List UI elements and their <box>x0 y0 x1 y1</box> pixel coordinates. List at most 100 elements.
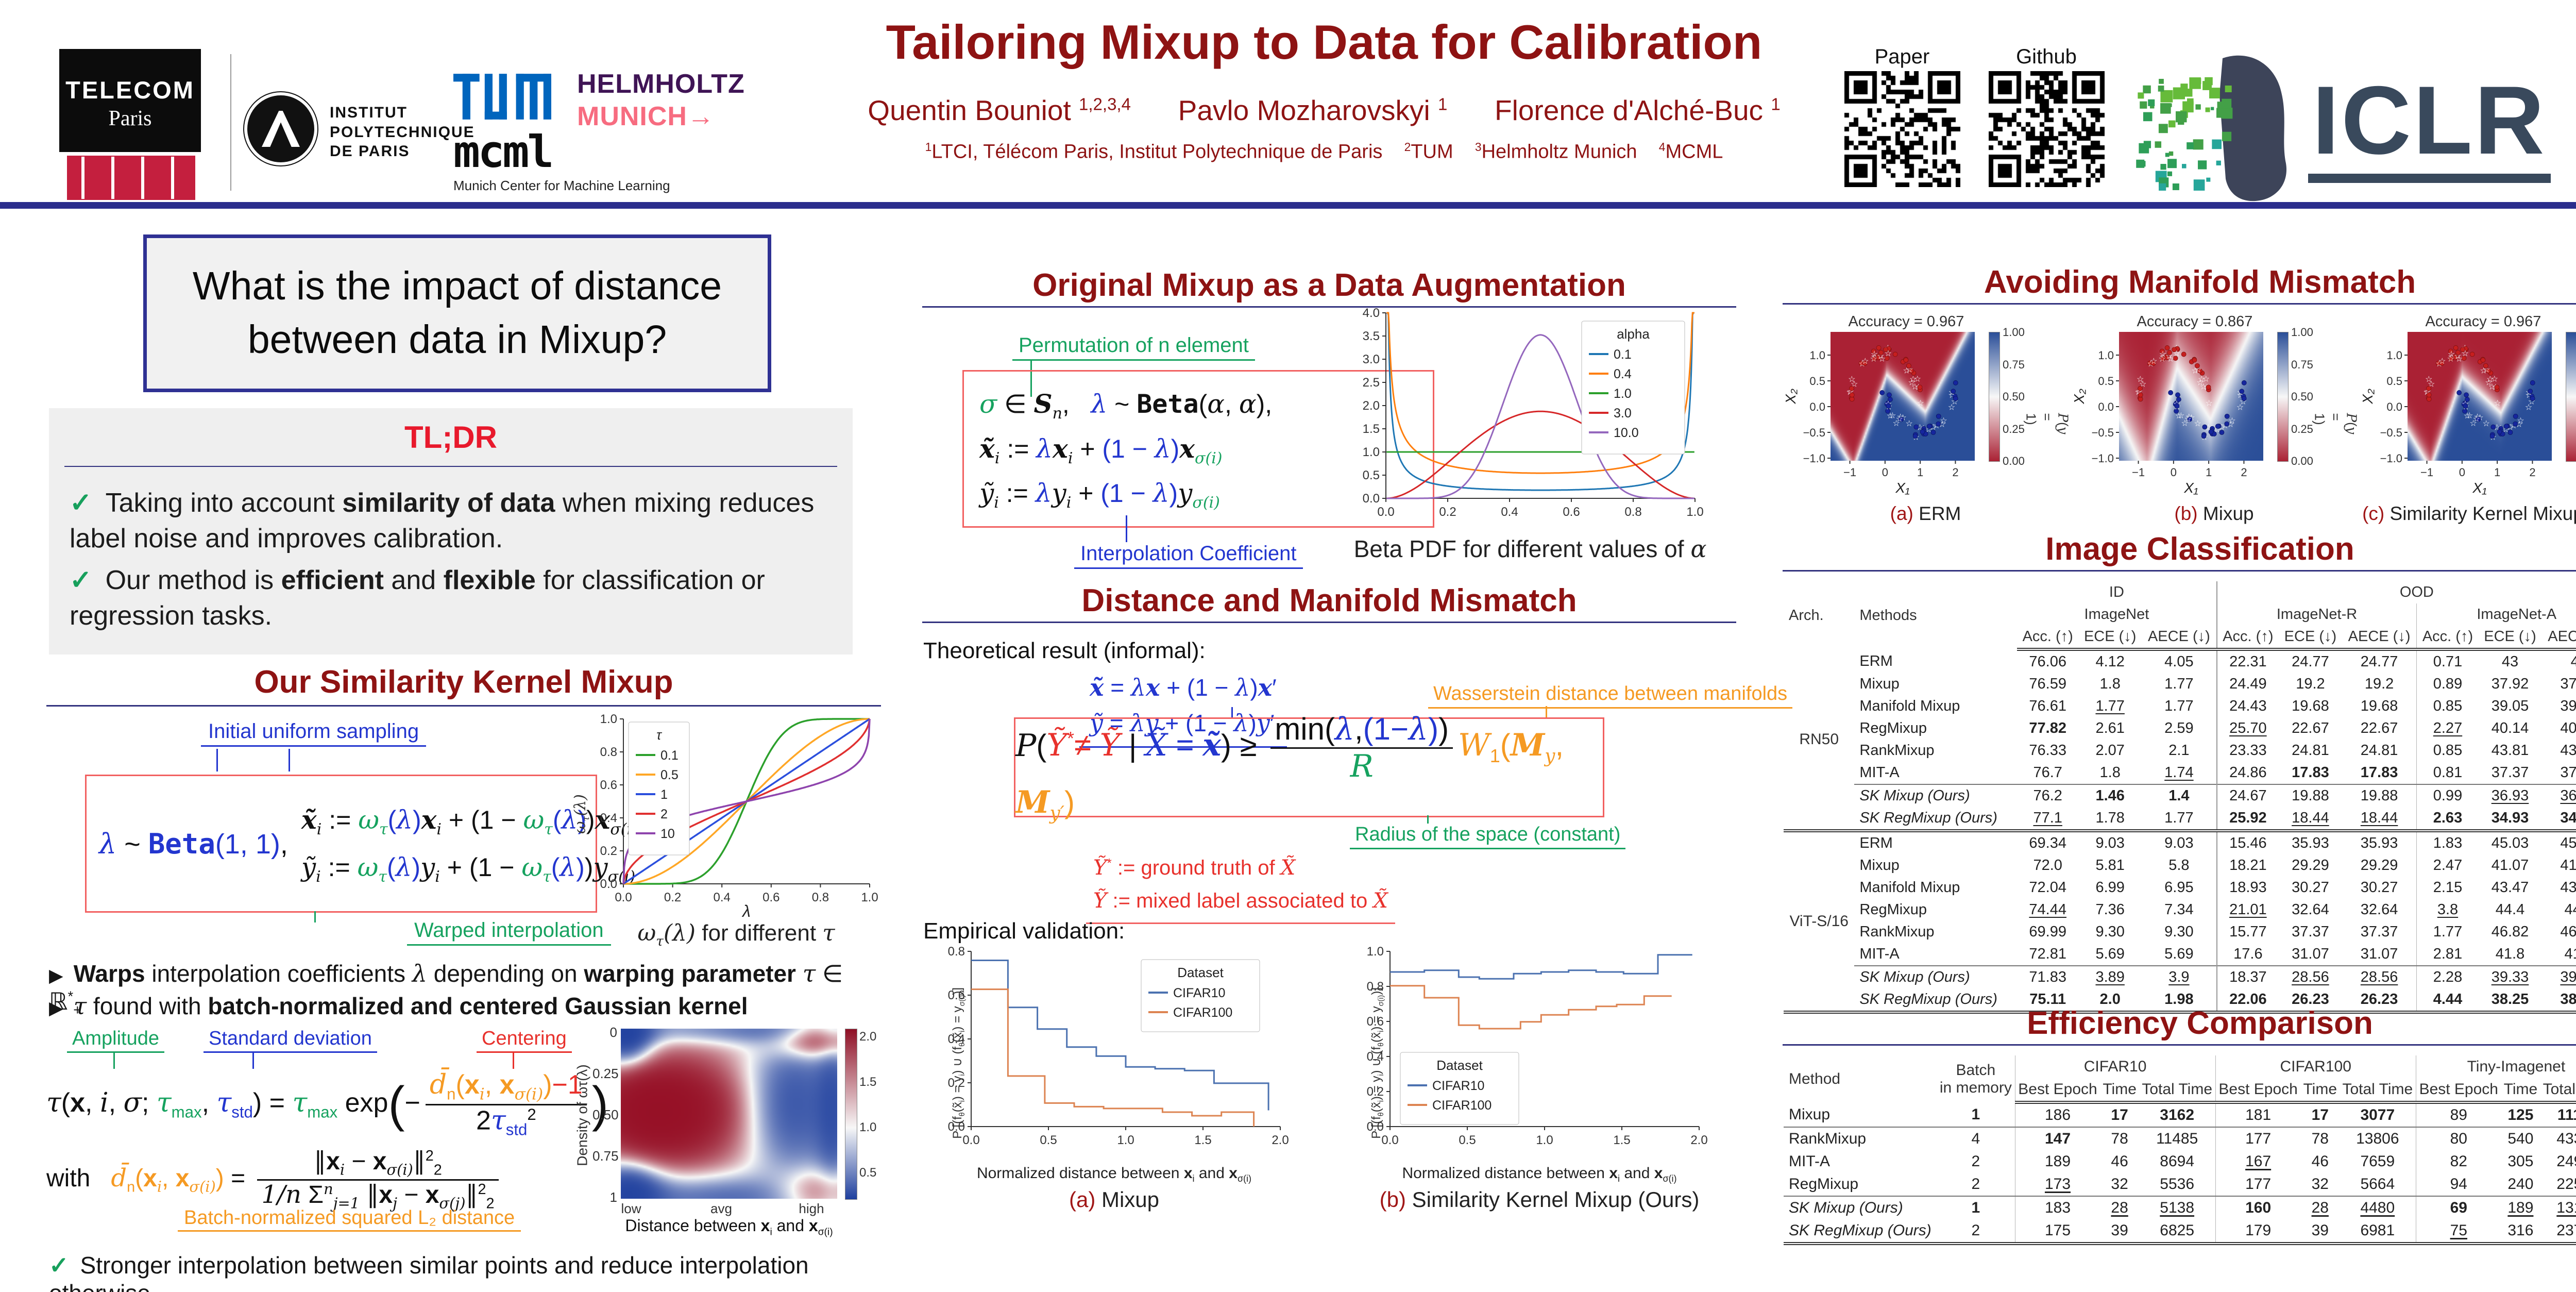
svg-text:0.8: 0.8 <box>1367 980 1384 994</box>
svg-text:0.4: 0.4 <box>1367 1050 1384 1064</box>
svg-text:☆: ☆ <box>2480 366 2487 375</box>
svg-text:1.0: 1.0 <box>1363 445 1380 459</box>
decision-plot-group: Accuracy = 0.867 −1 0 1 2 1.0 0.5 0.0 −0.5 −1.0 X₁… <box>2074 311 2360 524</box>
svg-text:☆: ☆ <box>2464 412 2471 421</box>
annotation-arrow-line <box>314 911 316 922</box>
annotation-radius: Radius of the space (constant) <box>1350 824 1626 849</box>
svg-text:10: 10 <box>660 827 675 841</box>
svg-text:0.0: 0.0 <box>1381 1133 1398 1147</box>
decision-plot-caption: (a) ERM <box>1890 503 1961 524</box>
svg-text:0.8: 0.8 <box>600 745 617 759</box>
svg-text:−1: −1 <box>2132 466 2145 479</box>
svg-text:2: 2 <box>660 807 668 821</box>
svg-text:1.0: 1.0 <box>1536 1133 1553 1147</box>
github-qr-label: Github <box>2016 45 2077 68</box>
annotation-arrow-line <box>216 749 218 771</box>
density-y-label: Density of ωτ(λ) <box>574 1064 590 1166</box>
svg-text:0.6: 0.6 <box>1563 505 1580 519</box>
empirical-y-label: P [(fθ(x̃i) = yi) ∪ (fθ(x̃i) = yσ(i))] <box>1369 987 1385 1139</box>
svg-text:☆: ☆ <box>1878 355 1886 363</box>
check-icon: ✓ <box>49 1252 69 1279</box>
section-title-image-classification: Image Classification <box>2045 531 2354 567</box>
svg-text:☆: ☆ <box>2205 399 2212 408</box>
svg-text:Dataset: Dataset <box>1177 965 1224 980</box>
svg-text:X₂: X₂ <box>2074 389 2087 405</box>
svg-text:X₁: X₁ <box>1895 480 1910 496</box>
step-plot: 0.0 0.5 1.0 1.5 2.0 0.0 0.2 0.4 0.6 0.8 1.0 Dataset… <box>1367 945 1708 1147</box>
svg-text:☆: ☆ <box>2448 350 2455 359</box>
svg-text:☆: ☆ <box>1871 350 1878 359</box>
svg-text:X₂: X₂ <box>2362 389 2376 405</box>
svg-text:CIFAR100: CIFAR100 <box>1173 1005 1232 1020</box>
annotation-centering: Centering <box>477 1028 572 1053</box>
svg-text:2: 2 <box>1952 466 1958 479</box>
annotation-wasserstein: Wasserstein distance between manifolds <box>1428 683 1793 709</box>
svg-text:2: 2 <box>2241 466 2247 479</box>
svg-text:0.2: 0.2 <box>600 844 617 858</box>
github-qr-code <box>1989 71 2105 187</box>
kernel-equations: x̃i := ωτ(λ)xi + (1 − ωτ(λ))xσ(i) ỹi :=… <box>301 804 638 886</box>
svg-text:0.5: 0.5 <box>1040 1133 1057 1147</box>
svg-text:☆: ☆ <box>2236 404 2244 412</box>
empirical-y-label: P [(fθ(x̃i) = yi) ∪ (fθ(x̃i) = yσ(i))] <box>951 987 967 1139</box>
check-icon: ✓ <box>70 488 92 518</box>
iclr-logo-text: ICLR <box>2308 67 2551 183</box>
question-line2: between data in Mixup? <box>247 317 667 362</box>
annotation-permutation: Permutation of n element <box>1012 334 1255 361</box>
svg-text:0.0: 0.0 <box>615 891 632 904</box>
svg-text:☆: ☆ <box>2194 420 2201 428</box>
svg-text:0: 0 <box>1882 466 1888 479</box>
annotation-standard-deviation: Standard deviation <box>204 1028 377 1053</box>
bullet-icon: ▶ <box>49 997 63 1018</box>
svg-text:2.0: 2.0 <box>1272 1133 1289 1147</box>
svg-text:☆: ☆ <box>1887 412 1894 421</box>
ipparis-logo-icon <box>247 95 314 162</box>
svg-text:3.0: 3.0 <box>1614 406 1632 421</box>
svg-text:0.4: 0.4 <box>714 891 731 904</box>
omega-y-label: ωτ(λ) <box>571 794 591 834</box>
tau-equation: τ(x, i, σ; τmax, τstd) = τmax exp(− d̄n(x… <box>46 1069 608 1139</box>
svg-text:☆: ☆ <box>2447 355 2454 363</box>
svg-text:☆: ☆ <box>2525 404 2532 412</box>
annotation-arrow-line <box>1126 515 1127 542</box>
empirical-plot-sk-mixup: 0.0 0.5 1.0 1.5 2.0 0.0 0.2 0.4 0.6 0.8 1.0 Dataset… <box>1344 944 1735 1212</box>
empirical-plot-mixup: 0.0 0.5 1.0 1.5 2.0 0.0 0.2 0.4 0.6 0.8 Dataset CIF… <box>925 944 1303 1212</box>
bullet-icon: ▶ <box>49 965 63 986</box>
density-x-label: Distance between xi and xσ(i) <box>625 1216 833 1238</box>
svg-text:CIFAR100: CIFAR100 <box>1432 1098 1492 1113</box>
svg-text:☆: ☆ <box>2137 375 2144 384</box>
svg-text:0.0: 0.0 <box>2386 400 2402 413</box>
svg-text:☆: ☆ <box>2177 412 2184 421</box>
section-title-distance-manifold: Distance and Manifold Mismatch <box>1081 583 1577 618</box>
svg-text:−1: −1 <box>1843 466 1856 479</box>
efficiency-table: Method Batch in memory CIFAR10 CIFAR100 Tiny-… <box>1784 1055 2576 1245</box>
section-divider <box>1783 570 2576 572</box>
decision-plot-group: Accuracy = 0.967 −1 0 1 2 1.0 0.5 0.0 −0.5 −1.0 X₁… <box>1785 311 2071 524</box>
svg-text:0.8: 0.8 <box>948 945 965 959</box>
mcml-subtitle: Munich Center for Machine Learning <box>453 178 670 193</box>
beta-pdf-plot: 0.0 0.2 0.4 0.6 0.8 1.0 0.0 0.5 1.0 1.5 2.0 2.5 3.0 3… <box>1363 307 1704 519</box>
decision-heatmap <box>1831 332 1975 461</box>
svg-text:Dataset: Dataset <box>1436 1058 1483 1073</box>
svg-text:☆: ☆ <box>2181 420 2188 428</box>
svg-text:0.0: 0.0 <box>1363 492 1380 506</box>
bullet-tau: ▶ τ found with batch-normalized and cente… <box>49 992 748 1020</box>
svg-text:0.6: 0.6 <box>1367 1015 1384 1029</box>
svg-text:0.2: 0.2 <box>1367 1085 1384 1099</box>
annotation-amplitude: Amplitude <box>67 1028 164 1053</box>
tau-equation-figure: Amplitude Standard deviation Centering τ… <box>46 1025 881 1237</box>
final-takeaway: ✓ Stronger interpolation between similar … <box>49 1252 809 1292</box>
svg-text:0.5: 0.5 <box>1459 1133 1476 1147</box>
svg-text:0: 0 <box>2459 466 2465 479</box>
svg-text:0.4: 0.4 <box>600 811 617 825</box>
svg-text:−1: −1 <box>2420 466 2433 479</box>
mcml-logo-text: mcml <box>453 126 554 178</box>
bullet-warps: ▶ Warps interpolation coefficients λ depe… <box>49 960 843 1018</box>
distance-equation: with d̄n(xi, xσ(i)) = ∥xi − xσ(i)∥22 1/n … <box>46 1147 504 1212</box>
annotation-initial-uniform-sampling: Initial uniform sampling <box>201 720 427 747</box>
svg-text:☆: ☆ <box>1914 375 1921 384</box>
accuracy-title: Accuracy = 0.867 <box>2137 313 2253 330</box>
svg-text:X₁: X₁ <box>2472 480 2487 496</box>
svg-text:0.5: 0.5 <box>660 768 679 782</box>
paper-qr-label: Paper <box>1874 45 1930 68</box>
